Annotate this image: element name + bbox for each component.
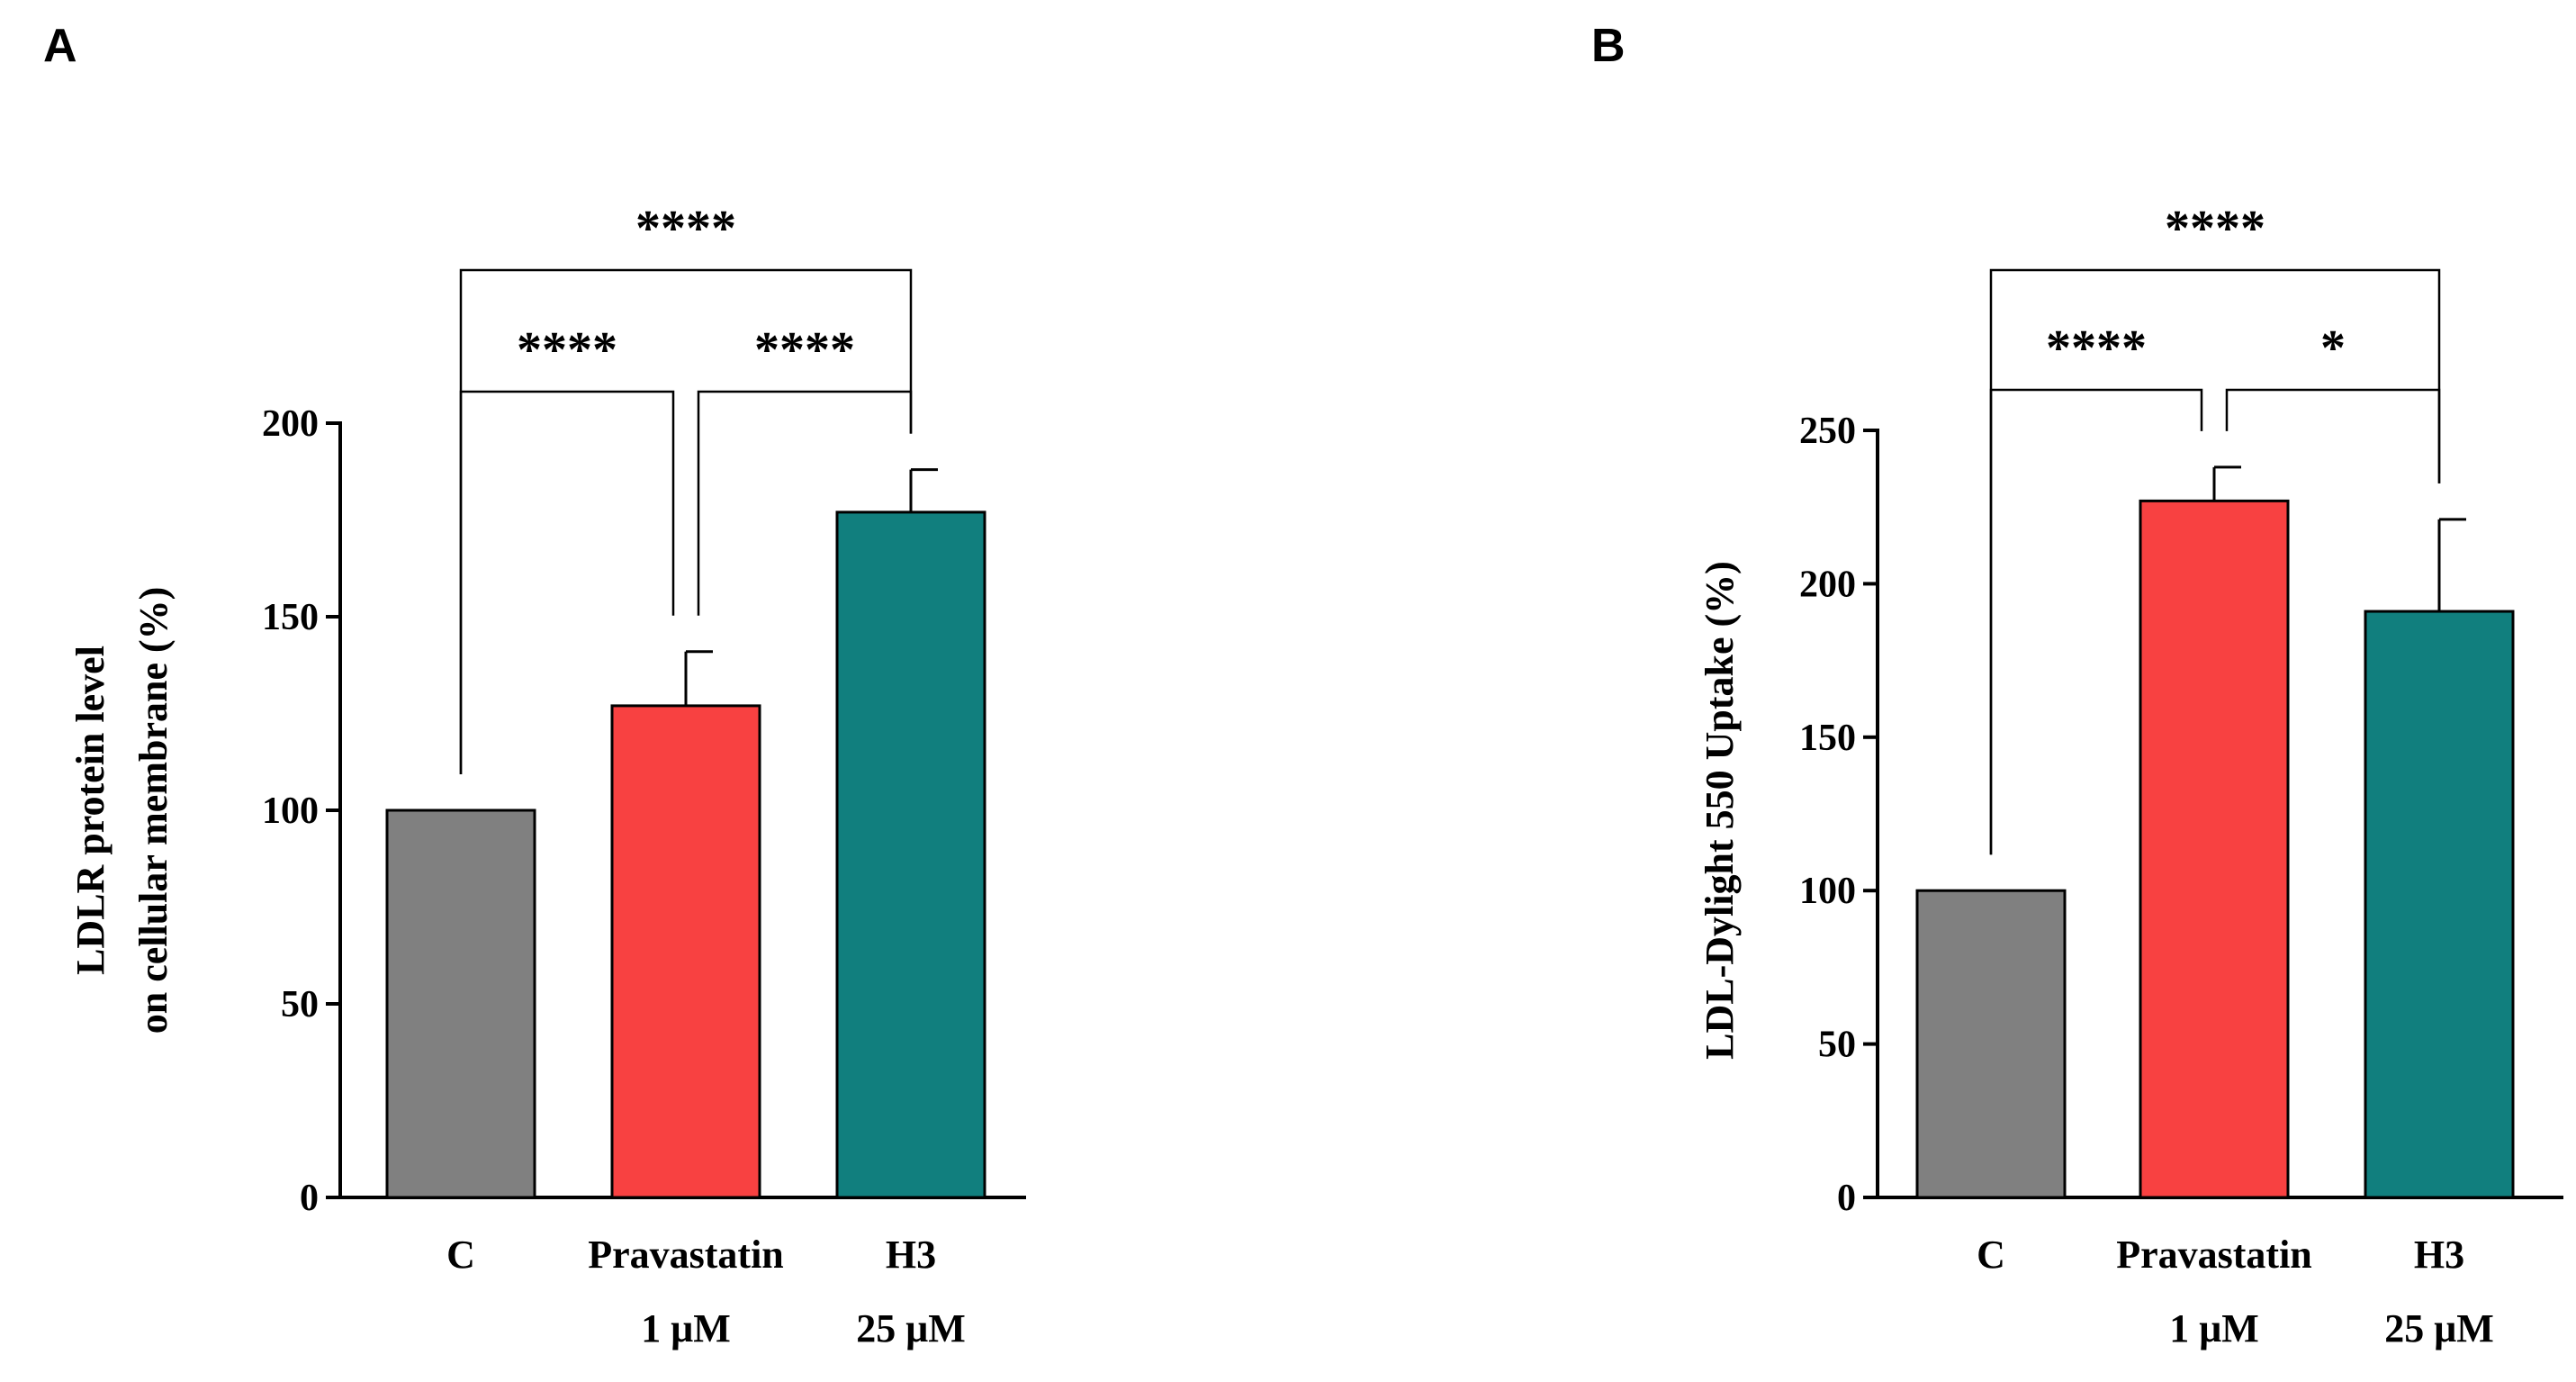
y-tick-label: 100 [1799,871,1856,912]
significance-bracket [2225,388,2441,483]
x-category-label: H3 [2414,1233,2464,1277]
x-category-sublabel: 25 μM [2384,1306,2493,1350]
y-tick-label: 250 [1799,411,1856,452]
y-tick-label: 150 [262,597,319,638]
y-tick-label: 100 [262,790,319,832]
x-category-sublabel: 1 μM [641,1306,730,1350]
x-category-label: H3 [886,1233,936,1277]
significance-label: **** [635,201,736,257]
bar-c [1915,889,2067,1199]
x-category-label: C [1977,1233,2005,1277]
x-category-label: Pravastatin [588,1233,784,1277]
y-axis-title-line2: on cellular membrane (%) [131,587,176,1034]
bar-pravastatin [610,704,761,1199]
significance-bracket [459,390,675,774]
bar-h3 [2364,610,2515,1199]
y-axis-title: LDL-Dylight 550 Uptake (%) [1698,561,1742,1060]
x-category-sublabel: 1 μM [2169,1306,2258,1350]
x-category-label: Pravastatin [2116,1233,2312,1277]
significance-label: **** [754,322,855,378]
significance-label: **** [2165,201,2265,257]
significance-label: **** [2046,321,2147,376]
significance-bracket [697,390,913,616]
y-tick-label: 200 [262,403,319,445]
panel-b-chart: B 0 50 100 150 200 250 LDL-Dylight 550 Uptake (… [1591,20,2563,1350]
y-tick-label: 50 [281,984,319,1025]
y-tick-label: 150 [1799,718,1856,759]
panel-label: A [43,20,77,72]
panel-a-chart: A 0 50 100 150 200 LDLR protein level on cellul… [43,20,1026,1350]
y-axis-title-line1: LDLR protein level [68,646,113,975]
y-tick-label: 0 [1837,1178,1856,1219]
bar-c [385,808,536,1199]
significance-label: * [2320,321,2346,376]
y-tick-label: 50 [1818,1025,1856,1066]
bar-h3 [835,510,986,1199]
y-tick-label: 200 [1799,564,1856,605]
panel-label: B [1591,20,1626,72]
x-category-sublabel: 25 μM [856,1306,965,1350]
significance-bracket [1989,388,2203,855]
bar-pravastatin [2139,499,2290,1199]
x-category-label: C [446,1233,475,1277]
significance-label: **** [517,322,617,378]
y-tick-label: 0 [300,1178,319,1219]
